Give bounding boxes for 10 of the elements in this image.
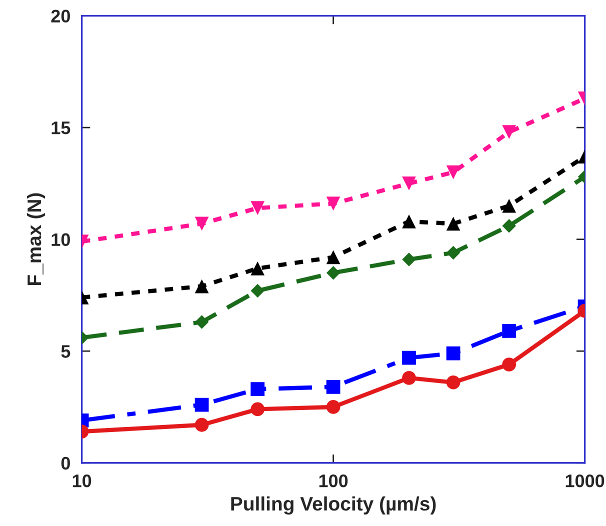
y-tick-label: 10 (52, 233, 70, 246)
x-tick-label: 10 (72, 474, 92, 488)
y-tick-label: 20 (51, 10, 70, 22)
y-tick-label: 0 (61, 456, 70, 470)
x-tick-label: 100 (319, 474, 348, 488)
y-axis-title: F_max (N) (26, 193, 46, 286)
x-axis-title: Pulling Velocity (µm/s) (231, 496, 436, 515)
x-tick-label: 1000 (566, 474, 604, 488)
y-tick-label: 15 (52, 122, 70, 134)
y-tick-label: 5 (61, 345, 70, 358)
